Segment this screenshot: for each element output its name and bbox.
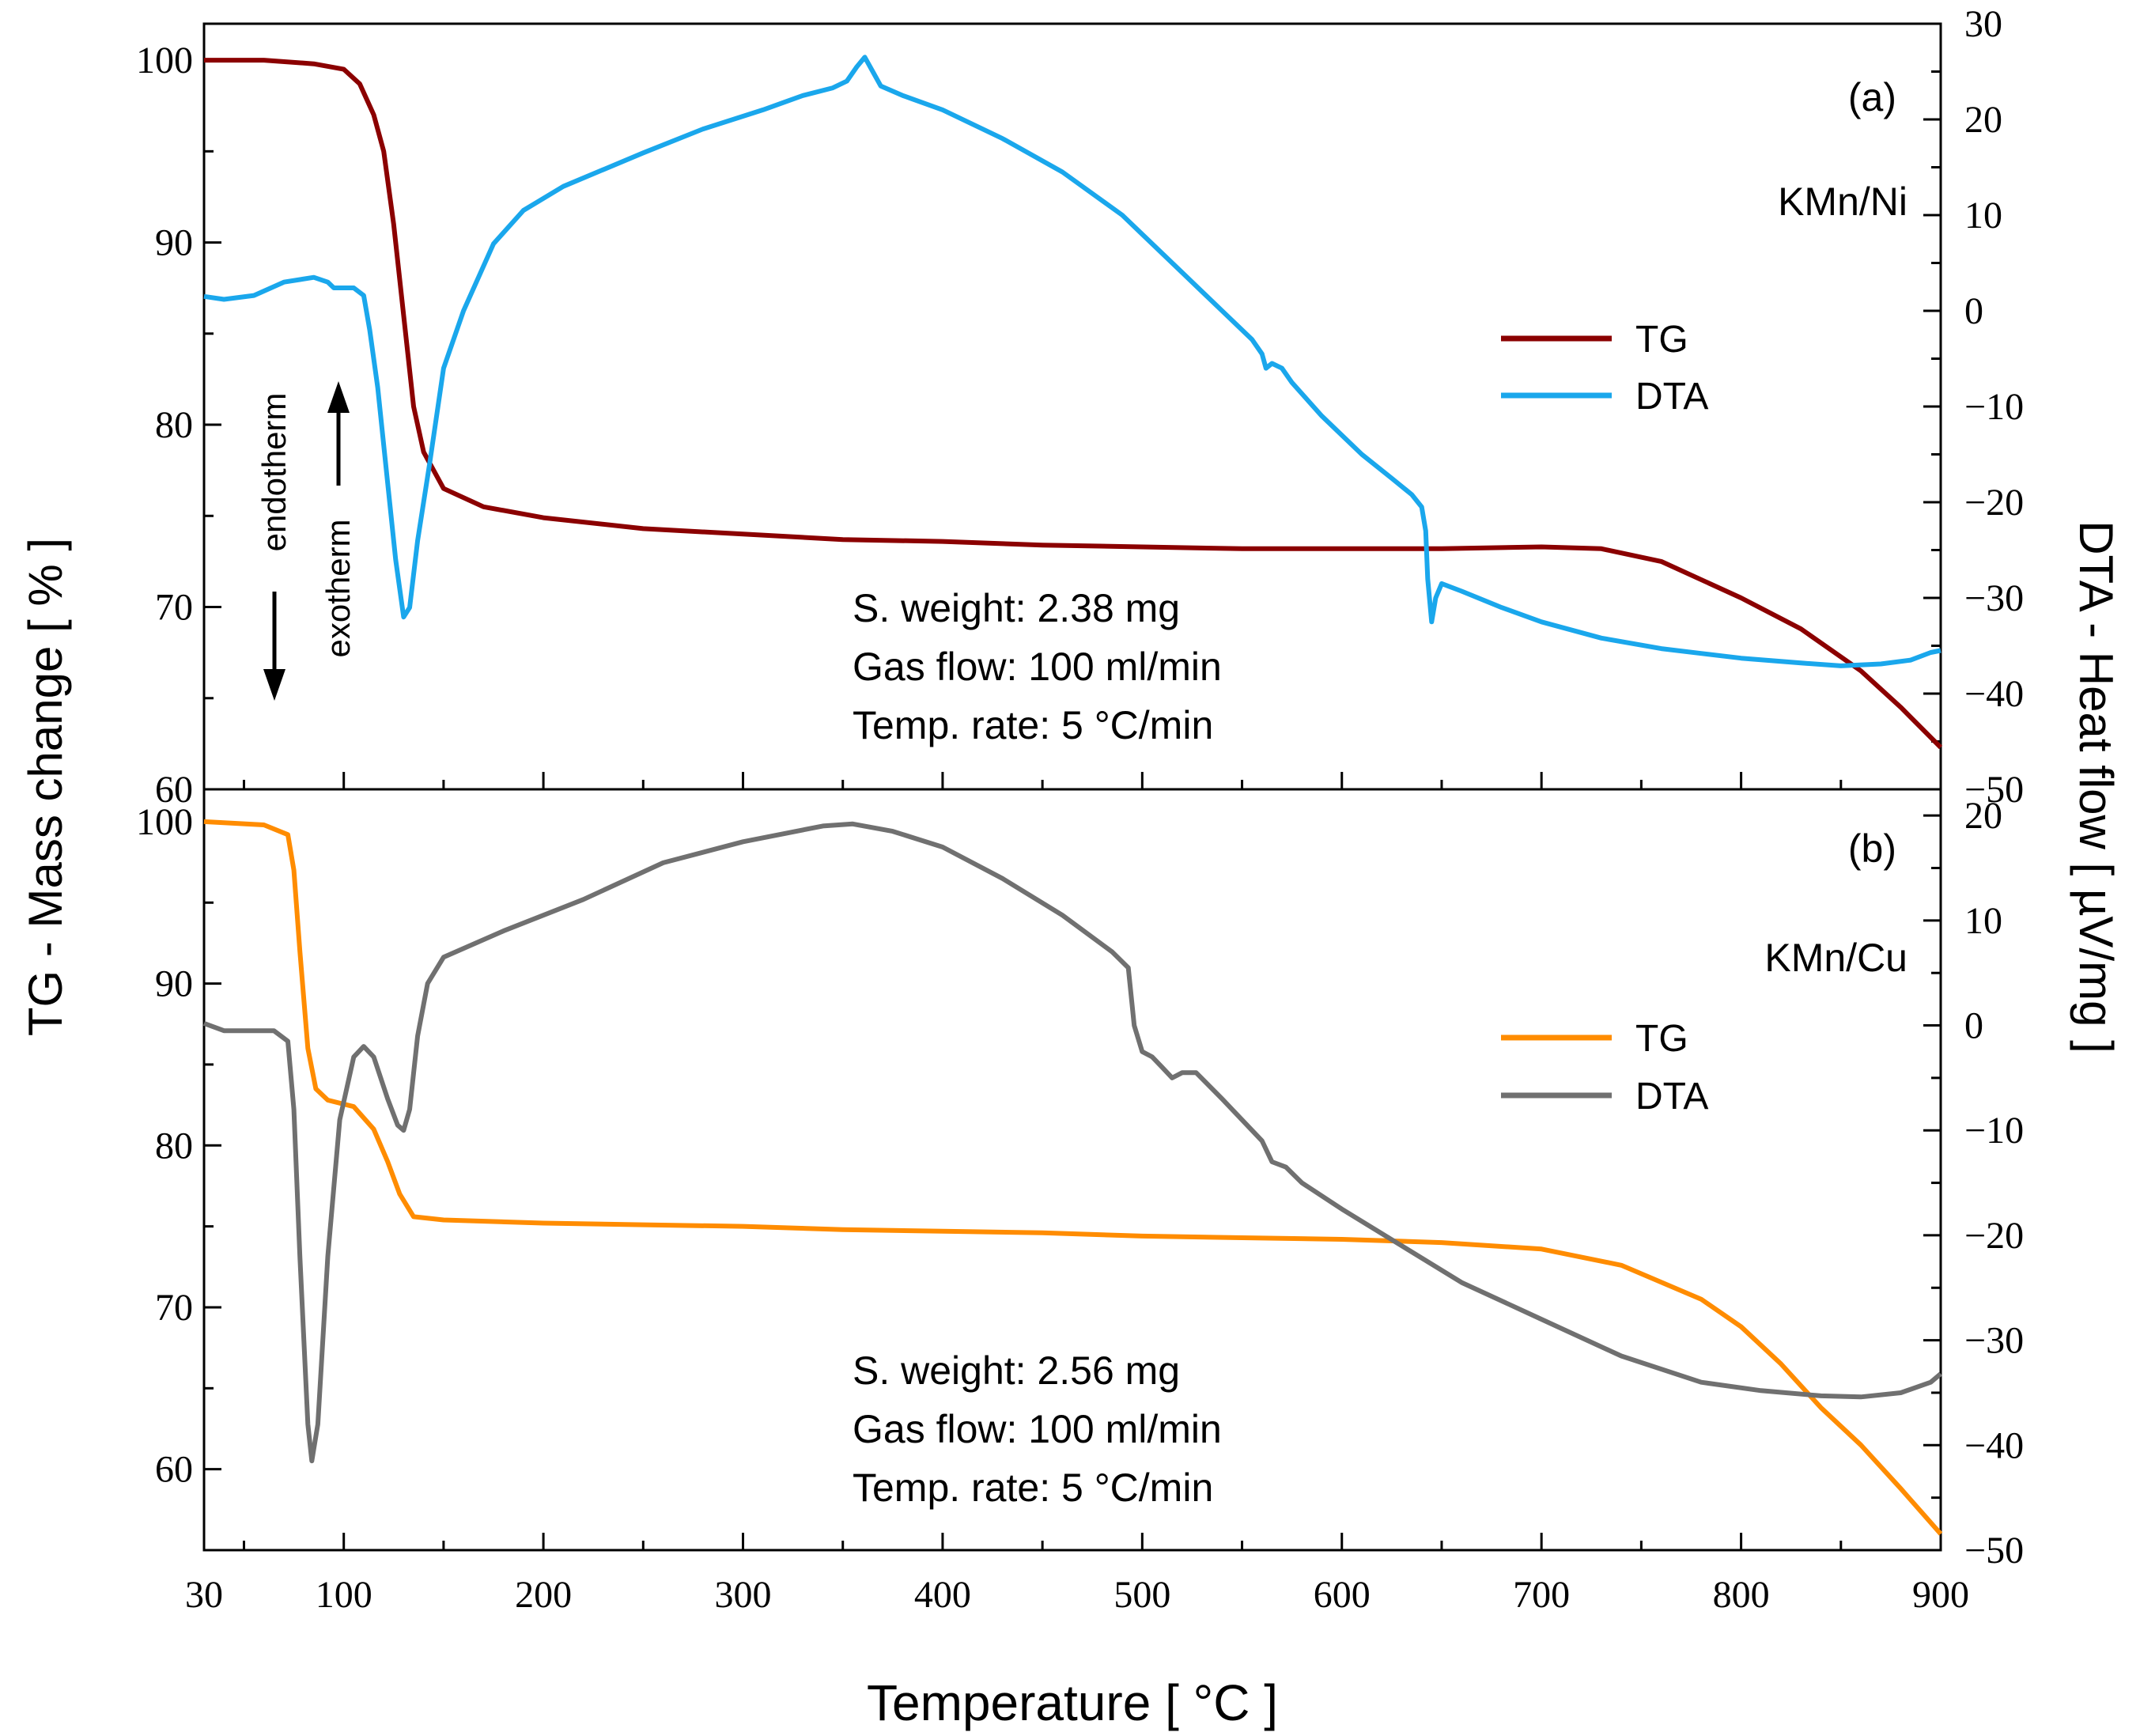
right-axis-title: DTA - Heat flow [ µV/mg ] — [2070, 520, 2123, 1053]
right-tick-label: −50 — [1964, 769, 2024, 811]
panel-a-legend-tg-label: TG — [1635, 319, 1688, 361]
x-tick-label: 700 — [1513, 1574, 1570, 1616]
left-tick-label: 90 — [155, 222, 193, 264]
x-axis-ticks: 30 100 200 300 400 500 600 700 800 900 — [185, 772, 1969, 1616]
left-tick-label: 80 — [155, 404, 193, 446]
left-tick-label: 60 — [155, 769, 193, 811]
endotherm-label: endotherm — [255, 393, 293, 552]
endotherm-arrow-icon — [263, 592, 285, 701]
panel-a-sample-label: KMn/Ni — [1778, 180, 1907, 224]
x-tick-label: 200 — [515, 1574, 572, 1616]
right-tick-label: 10 — [1964, 900, 2002, 942]
right-tick-label: 0 — [1964, 1005, 1983, 1047]
left-tick-label: 90 — [155, 963, 193, 1005]
panel-a-dta-line — [203, 55, 1942, 668]
exotherm-arrow-icon — [327, 381, 350, 486]
exotherm-label: exotherm — [319, 519, 357, 657]
left-tick-label: 70 — [155, 587, 193, 629]
x-tick-label: 800 — [1713, 1574, 1770, 1616]
panel-b-temp-rate: Temp. rate: 5 °C/min — [853, 1466, 1213, 1510]
right-tick-label: −10 — [1964, 386, 2024, 428]
panel-b-label: (b) — [1848, 826, 1896, 871]
panel-b-frame — [202, 788, 1942, 1552]
x-tick-label: 400 — [914, 1574, 971, 1616]
right-tick-label: 0 — [1964, 290, 1983, 332]
panel-a-sample-weight: S. weight: 2.38 mg — [853, 586, 1180, 630]
right-tick-label: 20 — [1964, 99, 2002, 141]
right-tick-label: −40 — [1964, 673, 2024, 715]
panel-b-sample-label: KMn/Cu — [1764, 936, 1907, 980]
x-tick-label: 100 — [316, 1574, 372, 1616]
panel-a-tg-line — [204, 58, 1943, 750]
left-tick-label: 80 — [155, 1125, 193, 1167]
right-tick-label: −30 — [1964, 1320, 2024, 1362]
right-tick-label: −40 — [1964, 1424, 2024, 1466]
x-axis-title: Temperature [ °C ] — [867, 1674, 1278, 1731]
right-tick-label: 10 — [1964, 195, 2002, 236]
right-tick-label: −30 — [1964, 577, 2024, 619]
panel-a-temp-rate: Temp. rate: 5 °C/min — [853, 703, 1213, 747]
left-axis-title: TG - Mass change [ % ] — [19, 538, 72, 1036]
panel-b-sample-weight: S. weight: 2.56 mg — [853, 1348, 1180, 1393]
panel-b-tg-line — [203, 819, 1943, 1536]
x-tick-label: 30 — [185, 1574, 223, 1616]
right-tick-label: −50 — [1964, 1530, 2024, 1571]
left-tick-label: 60 — [155, 1449, 193, 1491]
right-tick-label: −20 — [1964, 482, 2024, 524]
panel-b-gas-flow: Gas flow: 100 ml/min — [853, 1407, 1222, 1451]
left-tick-label: 100 — [136, 40, 193, 81]
panel-a-legend-dta-label: DTA — [1635, 376, 1708, 418]
right-tick-label: −10 — [1964, 1110, 2024, 1152]
panel-b-dta-line — [202, 821, 1942, 1464]
x-tick-label: 300 — [715, 1574, 772, 1616]
left-tick-label: 70 — [155, 1287, 193, 1329]
right-tick-label: 30 — [1964, 3, 2002, 45]
panel-a-label: (a) — [1848, 75, 1896, 119]
panel-a-gas-flow: Gas flow: 100 ml/min — [853, 645, 1222, 689]
right-tick-label: −20 — [1964, 1215, 2024, 1257]
x-tick-label: 500 — [1113, 1574, 1170, 1616]
x-tick-label: 900 — [1912, 1574, 1969, 1616]
left-tick-label: 100 — [136, 801, 193, 843]
x-tick-label: 600 — [1314, 1574, 1371, 1616]
right-tick-label: 20 — [1964, 795, 2002, 837]
panel-b-legend-dta-label: DTA — [1635, 1076, 1708, 1118]
panel-b-legend-tg-label: TG — [1635, 1018, 1688, 1060]
